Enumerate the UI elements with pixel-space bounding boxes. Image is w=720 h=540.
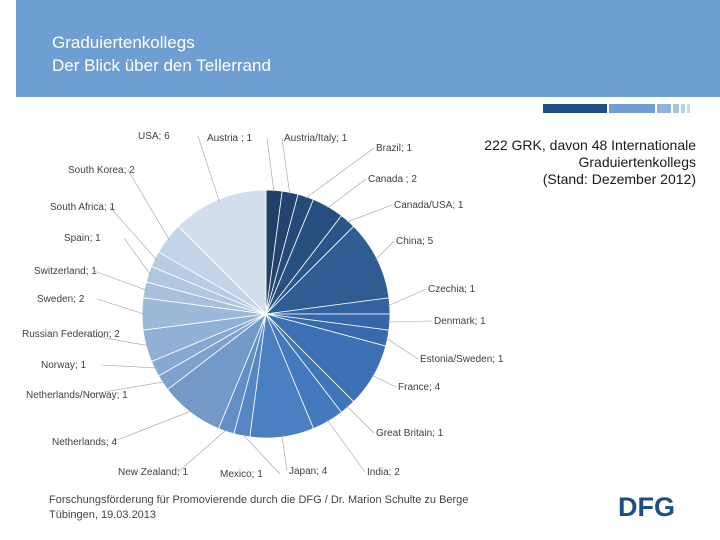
slice-label-4: Canada/USA; 1 xyxy=(394,200,464,211)
page-subtitle: Der Blick über den Tellerrand xyxy=(52,56,271,75)
slice-label-1: Austria/Italy; 1 xyxy=(284,133,348,144)
dfg-logo: DFG xyxy=(618,492,675,520)
accent-strip-dark xyxy=(543,104,607,113)
slice-label-9: France; 4 xyxy=(398,382,441,393)
info-line-date: (Stand: Dezember 2012) xyxy=(542,171,696,187)
slice-label-22: South Africa; 1 xyxy=(50,202,115,213)
accent-strip-light-3 xyxy=(681,104,685,113)
pie-chart: Austria ; 1 Austria/Italy; 1 Brazil; 1 Cana… xyxy=(22,131,504,480)
page-title: Graduiertenkollegs xyxy=(52,33,195,52)
footer-date: Tübingen, 19.03.2013 xyxy=(49,509,157,521)
leader-line-23 xyxy=(127,169,170,240)
leader-line-20 xyxy=(93,270,147,291)
footer: Forschungsförderung für Promovierende du… xyxy=(49,493,468,523)
leader-line-2 xyxy=(305,147,375,199)
pie-slice-5 xyxy=(264,225,390,315)
slice-label-24: USA; 6 xyxy=(138,131,170,142)
leader-line-5 xyxy=(375,240,395,261)
slice-label-6: Czechia; 1 xyxy=(428,284,476,295)
slice-label-13: Mexico; 1 xyxy=(220,469,263,480)
slice-label-0: Austria ; 1 xyxy=(207,133,252,144)
leader-lines xyxy=(81,135,433,475)
slice-label-3: Canada ; 2 xyxy=(368,174,417,185)
dfg-logo-text: DFG xyxy=(618,492,675,520)
slice-label-23: South Korea; 2 xyxy=(68,165,135,176)
leader-line-9 xyxy=(371,374,397,388)
leader-line-7 xyxy=(387,320,433,323)
pie-slices xyxy=(141,189,391,439)
slice-label-21: Spain; 1 xyxy=(64,233,101,244)
accent-strip-light-2 xyxy=(673,104,679,113)
leader-line-17 xyxy=(100,364,157,369)
slice-label-19: Sweden; 2 xyxy=(37,294,85,305)
leader-line-6 xyxy=(387,288,427,307)
info-line-type: Graduiertenkollegs xyxy=(578,154,696,170)
leader-line-0 xyxy=(266,137,275,193)
leader-line-21 xyxy=(123,237,151,275)
leader-line-8 xyxy=(385,337,419,360)
leader-line-18 xyxy=(81,333,149,346)
slice-label-20: Switzerland; 1 xyxy=(34,266,97,277)
slice-labels: Austria ; 1 Austria/Italy; 1 Brazil; 1 Cana… xyxy=(22,131,504,480)
leader-line-10 xyxy=(346,405,375,434)
slice-label-17: Norway; 1 xyxy=(41,360,86,371)
slice-label-15: Netherlands; 4 xyxy=(52,437,117,448)
leader-line-24 xyxy=(197,135,220,202)
leader-line-1 xyxy=(281,137,291,195)
slice-label-18: Russian Federation; 2 xyxy=(22,329,120,340)
leader-line-13 xyxy=(241,433,281,475)
leader-line-4 xyxy=(346,204,393,223)
footer-citation: Forschungsförderung für Promovierende du… xyxy=(49,494,469,506)
info-block: 222 GRK, davon 48 Internationale Graduie… xyxy=(484,137,696,188)
header-banner: Graduiertenkollegs Der Blick über den Te… xyxy=(16,0,720,97)
info-line-count: 222 GRK, davon 48 Internationale xyxy=(484,137,696,153)
slice-label-8: Estonia/Sweden; 1 xyxy=(420,354,504,365)
accent-strip-light-4 xyxy=(687,104,690,113)
slice-label-5: China; 5 xyxy=(396,236,434,247)
leader-line-3 xyxy=(326,178,367,209)
leader-line-12 xyxy=(281,434,288,472)
slice-label-11: India; 2 xyxy=(367,467,400,478)
leader-line-11 xyxy=(326,419,366,473)
slice-label-14: New Zealand; 1 xyxy=(118,467,188,478)
slice-label-12: Japan; 4 xyxy=(289,466,328,477)
leader-line-15 xyxy=(111,410,192,443)
leader-line-16 xyxy=(85,381,165,396)
leader-line-22 xyxy=(109,206,157,261)
accent-strip-mid xyxy=(609,104,655,113)
slice-label-7: Denmark; 1 xyxy=(434,316,486,327)
leader-line-14 xyxy=(177,429,227,473)
slice-label-16: Netherlands/Norway; 1 xyxy=(26,390,128,401)
accent-strip-light-1 xyxy=(657,104,671,113)
slice-label-2: Brazil; 1 xyxy=(376,143,413,154)
slice-label-10: Great Britain; 1 xyxy=(376,428,444,439)
leader-line-19 xyxy=(96,298,145,315)
